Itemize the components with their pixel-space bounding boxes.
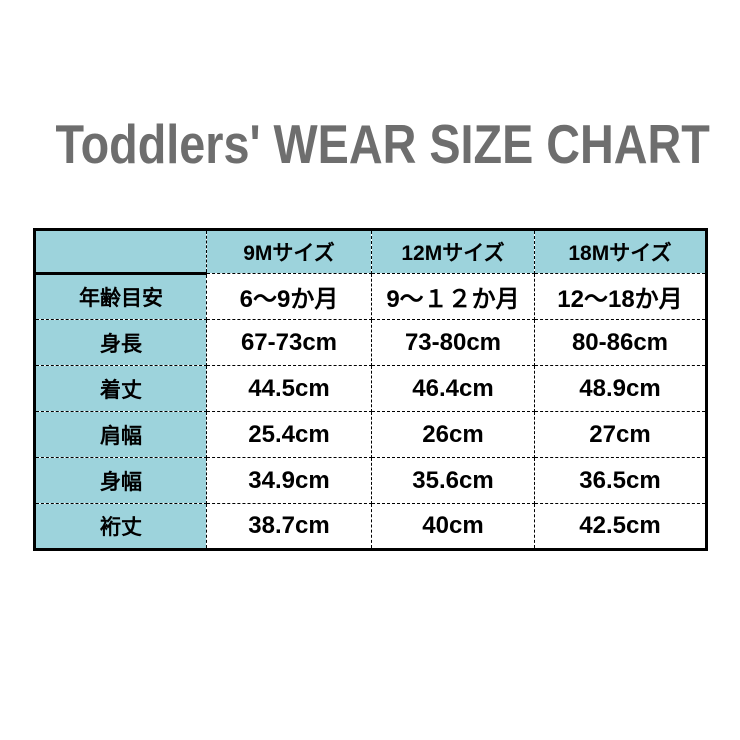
value-cell: 44.5cm: [206, 365, 372, 412]
row-label: 年齢目安: [34, 273, 207, 320]
value-cell: 40cm: [371, 503, 535, 550]
column-header-12m: 12Mサイズ: [371, 229, 535, 274]
row-label: 肩幅: [34, 411, 207, 458]
row-label: 身幅: [34, 457, 207, 504]
table-row-height: 身長 67-73cm 73-80cm 80-86cm: [34, 319, 707, 366]
value-cell: 48.9cm: [534, 365, 707, 412]
value-cell: 73-80cm: [371, 319, 535, 366]
table-row-shoulder-width: 肩幅 25.4cm 26cm 27cm: [34, 411, 707, 458]
value-cell: 12～18か月: [534, 273, 707, 320]
value-cell: 34.9cm: [206, 457, 372, 504]
value-cell: 26cm: [371, 411, 535, 458]
value-cell: 35.6cm: [371, 457, 535, 504]
row-label: 着丈: [34, 365, 207, 412]
column-header-18m: 18Mサイズ: [534, 229, 707, 274]
table-row-body-length: 着丈 44.5cm 46.4cm 48.9cm: [34, 365, 707, 412]
value-cell: 6～9か月: [206, 273, 372, 320]
value-cell: 67-73cm: [206, 319, 372, 366]
table-row-sleeve-length: 裄丈 38.7cm 40cm 42.5cm: [34, 503, 707, 550]
column-header-9m: 9Mサイズ: [206, 229, 372, 274]
size-table: 9Mサイズ 12Mサイズ 18Mサイズ 年齢目安 6～9か月 9～１２か月 12…: [33, 228, 708, 551]
row-label: 身長: [34, 319, 207, 366]
value-cell: 38.7cm: [206, 503, 372, 550]
table-header-row: 9Mサイズ 12Mサイズ 18Mサイズ: [34, 229, 707, 275]
value-cell: 9～１２か月: [371, 273, 535, 320]
value-cell: 46.4cm: [371, 365, 535, 412]
value-cell: 80-86cm: [534, 319, 707, 366]
value-cell: 27cm: [534, 411, 707, 458]
table-row-body-width: 身幅 34.9cm 35.6cm 36.5cm: [34, 457, 707, 504]
value-cell: 25.4cm: [206, 411, 372, 458]
page-title: Toddlers' WEAR SIZE CHART: [55, 113, 710, 175]
value-cell: 42.5cm: [534, 503, 707, 550]
table-row-age: 年齢目安 6～9か月 9～１２か月 12～18か月: [34, 273, 707, 320]
value-cell: 36.5cm: [534, 457, 707, 504]
corner-cell: [34, 229, 207, 275]
row-label: 裄丈: [34, 503, 207, 550]
